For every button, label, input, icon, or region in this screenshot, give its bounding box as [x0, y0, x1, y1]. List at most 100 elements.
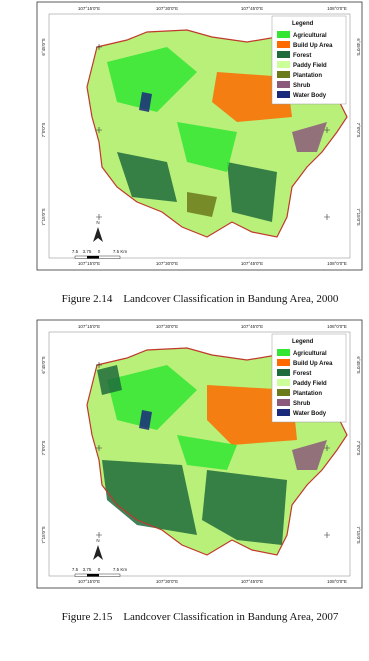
- scale-bar-fill: [87, 256, 99, 259]
- legend-label: Plantation: [293, 391, 322, 397]
- scale-label: 3.75: [83, 249, 92, 254]
- legend-swatch: [277, 61, 290, 68]
- scale-bar-fill: [87, 574, 99, 577]
- bottom-coord-label: 107°15'0"E: [78, 579, 100, 584]
- top-coord-label: 107°45'0"E: [241, 6, 263, 11]
- figure-caption: Figure 2.15 Landcover Classification in …: [62, 611, 339, 623]
- legend-label: Paddy Field: [293, 381, 327, 387]
- legend-swatch: [277, 369, 290, 376]
- scale-label: 7.5 Km: [113, 567, 128, 572]
- scale-label: 7.5 Km: [113, 249, 128, 254]
- land-patch: [107, 365, 197, 430]
- legend-swatch: [277, 71, 290, 78]
- map-boundary: [86, 347, 348, 556]
- grid-cross: [324, 127, 330, 133]
- land-patch: [139, 92, 152, 112]
- north-arrow: [93, 545, 103, 560]
- left-coord-label: 6°45'0"S: [41, 38, 46, 55]
- land-patch: [227, 162, 277, 222]
- bottom-coord-label: 107°45'0"E: [241, 261, 263, 266]
- left-coord-label: 7°15'0"S: [41, 526, 46, 543]
- land-patch: [177, 435, 237, 470]
- legend-swatch: [277, 379, 290, 386]
- left-coord-label: 7°15'0"S: [41, 208, 46, 225]
- right-coord-label: 6°45'0"S: [356, 356, 361, 373]
- right-coord-label: 7°0'0"S: [356, 441, 361, 456]
- grid-cross: [96, 127, 102, 133]
- land-patch: [102, 460, 197, 535]
- legend-label: Build Up Area: [293, 43, 333, 49]
- legend-swatch: [277, 51, 290, 58]
- legend-swatch: [277, 81, 290, 88]
- land-patch: [117, 152, 177, 202]
- top-coord-label: 107°45'0"E: [241, 324, 263, 329]
- bottom-coord-label: 107°30'0"E: [156, 579, 178, 584]
- grid-cross: [96, 214, 102, 220]
- bottom-coord-label: 108°0'0"E: [327, 579, 347, 584]
- grid-cross: [324, 445, 330, 451]
- scale-label: 0: [98, 567, 101, 572]
- grid-cross: [324, 214, 330, 220]
- grid-cross: [96, 44, 102, 50]
- bottom-coord-label: 107°45'0"E: [241, 579, 263, 584]
- legend: Legend Agricultural Build Up Area Forest Pad…: [271, 15, 347, 105]
- top-coord-label: 108°0'0"E: [327, 324, 347, 329]
- land-patch: [292, 122, 327, 152]
- land-patch: [292, 440, 327, 470]
- legend-swatch: [277, 399, 290, 406]
- land-patch: [107, 47, 197, 112]
- legend-label: Water Body: [293, 411, 327, 417]
- scale-label: 7.5: [72, 567, 79, 572]
- map-boundary: [86, 29, 348, 238]
- legend-label: Agricultural: [293, 33, 327, 39]
- north-label: N: [96, 220, 99, 225]
- left-coord-label: 7°0'0"S: [41, 123, 46, 138]
- legend-swatch: [277, 409, 290, 416]
- legend-swatch: [277, 389, 290, 396]
- top-coord-label: 108°0'0"E: [327, 6, 347, 11]
- legend: Legend Agricultural Build Up Area Forest Pad…: [271, 333, 347, 423]
- scale-label: 0: [98, 249, 101, 254]
- legend-label: Build Up Area: [293, 361, 333, 367]
- grid-cross: [96, 532, 102, 538]
- legend-title: Legend: [292, 21, 314, 27]
- grid-cross: [96, 362, 102, 368]
- legend-swatch: [277, 31, 290, 38]
- top-coord-label: 107°30'0"E: [156, 324, 178, 329]
- map-inner-frame: [48, 331, 351, 577]
- bottom-coord-label: 108°0'0"E: [327, 261, 347, 266]
- legend-label: Agricultural: [293, 351, 327, 357]
- legend-title: Legend: [292, 339, 314, 345]
- legend-box: [271, 15, 347, 105]
- land-patch: [97, 365, 122, 395]
- grid-cross: [96, 445, 102, 451]
- top-coord-label: 107°15'0"E: [78, 324, 100, 329]
- right-coord-label: 7°15'0"S: [356, 526, 361, 543]
- land-patch: [187, 192, 217, 217]
- figure-caption: Figure 2.14 Landcover Classification in …: [62, 293, 339, 305]
- bottom-coord-label: 107°30'0"E: [156, 261, 178, 266]
- right-coord-label: 6°45'0"S: [356, 38, 361, 55]
- legend-box: [271, 333, 347, 423]
- left-coord-label: 7°0'0"S: [41, 441, 46, 456]
- right-coord-label: 7°0'0"S: [356, 123, 361, 138]
- grid-cross: [324, 532, 330, 538]
- legend-swatch: [277, 359, 290, 366]
- figure: 107°15'0"E 107°30'0"E 107°45'0"E 108°0'0"E 1…: [36, 319, 363, 589]
- map-inner-frame: [48, 13, 351, 259]
- legend-label: Plantation: [293, 73, 322, 79]
- scale-label: 3.75: [83, 567, 92, 572]
- legend-label: Forest: [293, 371, 311, 377]
- legend-label: Shrub: [293, 401, 311, 407]
- legend-label: Water Body: [293, 93, 327, 99]
- land-patch: [139, 410, 152, 430]
- land-patch: [177, 122, 237, 172]
- legend-label: Paddy Field: [293, 63, 327, 69]
- north-arrow: [93, 227, 103, 242]
- legend-swatch: [277, 91, 290, 98]
- north-label: N: [96, 538, 99, 543]
- land-patch: [202, 470, 287, 545]
- top-coord-label: 107°15'0"E: [78, 6, 100, 11]
- legend-label: Forest: [293, 53, 311, 59]
